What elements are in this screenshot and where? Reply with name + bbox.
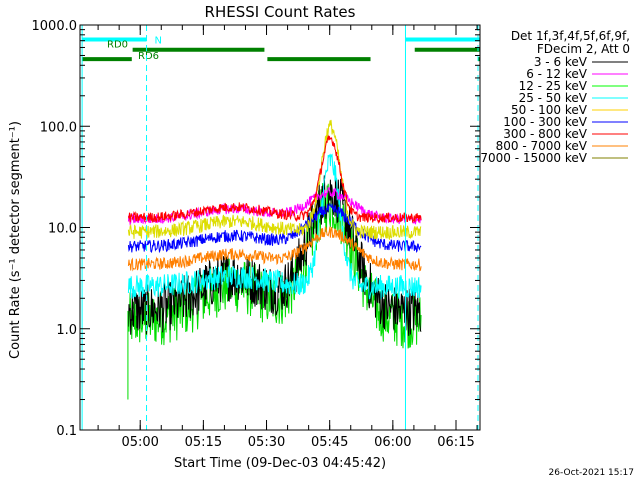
- series-line: [127, 134, 422, 225]
- x-tick-label: 05:45: [311, 435, 348, 450]
- legend-label: 6 - 12 keV: [526, 67, 588, 81]
- legend-label: 12 - 25 keV: [519, 79, 588, 93]
- timestamp: 26-Oct-2021 15:17: [549, 468, 634, 478]
- marker-lines-layer: [81, 25, 479, 430]
- y-tick-label: 100.0: [40, 120, 77, 135]
- legend-label: 800 - 7000 keV: [496, 139, 588, 153]
- legend-header-line-1: Det 1f,3f,4f,5f,6f,9f,: [511, 29, 630, 43]
- flag-label-n: N: [155, 35, 162, 46]
- y-tick-label: 1.0: [56, 323, 77, 338]
- x-tick-label: 05:30: [248, 435, 285, 450]
- legend-header-line-2: FDecim 2, Att 0: [537, 42, 630, 56]
- x-tick-label: 05:15: [185, 435, 222, 450]
- flag-label-rd0: RD0: [107, 40, 128, 51]
- series-line: [127, 153, 422, 300]
- legend-label: 300 - 800 keV: [503, 127, 587, 141]
- x-tick-label: 05:00: [121, 435, 158, 450]
- series-layer: [127, 119, 422, 400]
- legend-label: 25 - 50 keV: [519, 91, 588, 105]
- flags-layer: N RD0 RD6: [82, 35, 480, 62]
- y-tick-label: 1000.0: [32, 19, 78, 34]
- flag-label-rd6: RD6: [138, 51, 159, 62]
- legend-label: 7000 - 15000 keV: [480, 151, 587, 165]
- legend-label: 50 - 100 keV: [511, 103, 588, 117]
- y-axis-label: Count Rate (s⁻¹ detector segment⁻¹): [8, 121, 23, 359]
- legend-label: 3 - 6 keV: [534, 55, 588, 69]
- series-line: [127, 226, 422, 272]
- x-tick-label: 06:15: [437, 435, 474, 450]
- y-tick-label: 10.0: [48, 222, 77, 237]
- ticks-layer: 0.1 1.0 10.0 100.0 1000.0 05:00 05:15 05:30 05:4…: [32, 19, 480, 450]
- legend-label: 100 - 300 keV: [503, 115, 587, 129]
- x-axis-label: Start Time (09-Dec-03 04:45:42): [174, 456, 386, 471]
- series-line: [127, 202, 422, 254]
- series-line: [127, 119, 422, 241]
- chart-title: RHESSI Count Rates: [205, 3, 356, 21]
- x-tick-label: 06:00: [374, 435, 411, 450]
- y-tick-label: 0.1: [56, 424, 77, 439]
